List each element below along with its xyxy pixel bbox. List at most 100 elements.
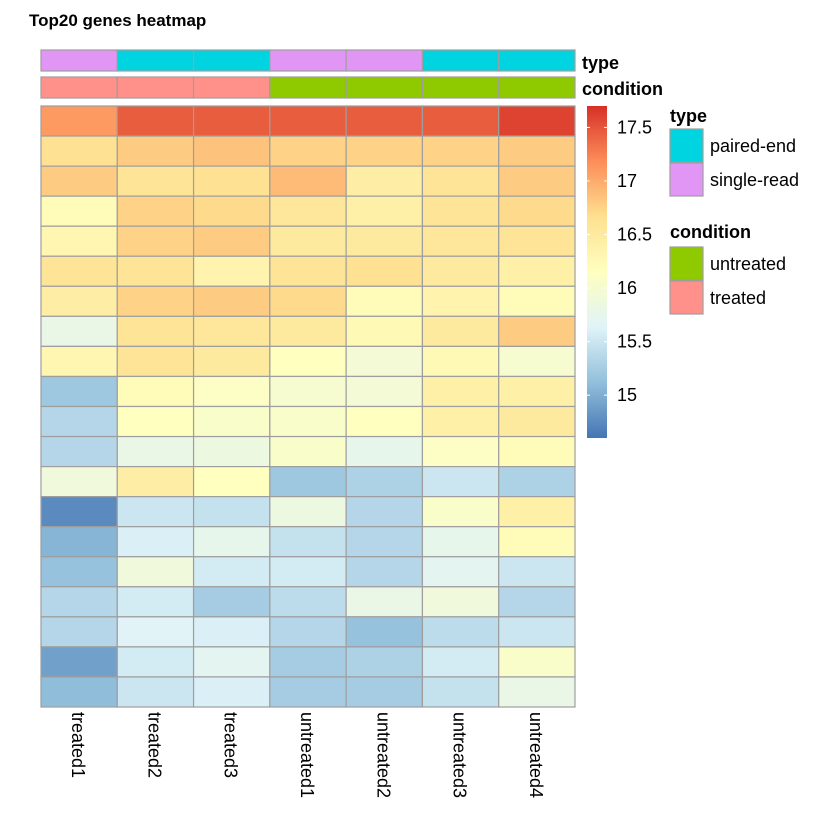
heatmap-cell-r16-c5 — [345, 556, 424, 588]
heatmap-cell-r1-c6 — [421, 105, 500, 137]
heatmap-cell-r9-c1 — [40, 345, 118, 378]
heatmap-cell-r18-c1 — [40, 616, 118, 648]
heatmap-cell-r14-c7 — [498, 496, 576, 528]
heatmap-cell-r17-c2 — [116, 586, 195, 618]
heatmap-cell-r16-c1 — [40, 556, 118, 588]
heatmap-cell-r17-c6 — [421, 586, 500, 618]
heatmap-cell-r11-c6 — [421, 405, 500, 438]
heatmap-cell-r18-c4 — [269, 616, 347, 648]
heatmap-cell-r7-c4 — [269, 285, 347, 317]
heatmap-cell-r1-c7 — [498, 105, 576, 137]
heatmap-cell-r5-c6 — [421, 225, 500, 257]
heatmap-cell-r16-c2 — [116, 556, 195, 588]
heatmap-cell-r6-c1 — [40, 255, 118, 287]
heatmap-cell-r14-c6 — [421, 496, 500, 528]
legend-type: type paired-end single-read — [669, 106, 799, 197]
heatmap-cell-r4-c1 — [40, 195, 118, 227]
heatmap-cell-r3-c6 — [421, 165, 500, 197]
heatmap-cell-r12-c3 — [192, 435, 271, 468]
column-label-treated2: treated2 — [144, 712, 164, 778]
heatmap-cell-r19-c6 — [421, 646, 500, 678]
heatmap-cell-r11-c5 — [345, 405, 424, 438]
heatmap-cell-r15-c1 — [40, 526, 118, 558]
heatmap-cell-r8-c5 — [345, 315, 424, 348]
heatmap-cell-r14-c1 — [40, 496, 118, 528]
heatmap-cell-r16-c7 — [498, 556, 576, 588]
legend-swatch-untreated — [669, 246, 704, 281]
heatmap-cell-r2-c2 — [116, 135, 195, 167]
heatmap-cell-r16-c3 — [192, 556, 271, 588]
heatmap-cell-r18-c3 — [192, 616, 271, 648]
heatmap-cell-r4-c5 — [345, 195, 424, 227]
heatmap-cell-r5-c7 — [498, 225, 576, 257]
heatmap-cell-r7-c1 — [40, 285, 118, 317]
legend-label-treated: treated — [710, 288, 766, 308]
heatmap-cells — [40, 105, 576, 708]
heatmap-cell-r15-c5 — [345, 526, 424, 558]
heatmap-cell-r9-c6 — [421, 345, 500, 378]
heatmap-cell-r6-c7 — [498, 255, 576, 287]
annotation-cell-condition-1 — [40, 76, 118, 99]
heatmap-cell-r13-c7 — [498, 466, 576, 498]
heatmap-cell-r12-c5 — [345, 435, 424, 468]
heatmap-cell-r17-c1 — [40, 586, 118, 618]
heatmap-cell-r10-c4 — [269, 375, 347, 408]
heatmap-cell-r4-c6 — [421, 195, 500, 227]
heatmap-cell-r20-c4 — [269, 676, 347, 708]
heatmap-cell-r3-c2 — [116, 165, 195, 197]
annotation-cell-type-3 — [192, 49, 271, 72]
heatmap-cell-r19-c2 — [116, 646, 195, 678]
heatmap-cell-r19-c5 — [345, 646, 424, 678]
heatmap-cell-r7-c6 — [421, 285, 500, 317]
heatmap-cell-r16-c6 — [421, 556, 500, 588]
color-scale-tick-label: 17.5 — [617, 117, 652, 137]
heatmap-cell-r4-c7 — [498, 195, 576, 227]
annotation-label-type: type — [582, 53, 619, 73]
heatmap-cell-r7-c5 — [345, 285, 424, 317]
heatmap-cell-r4-c2 — [116, 195, 195, 227]
legend-condition-title: condition — [670, 222, 751, 242]
legend-swatch-single-read — [669, 162, 704, 197]
heatmap-cell-r19-c4 — [269, 646, 347, 678]
legend-label-single-read: single-read — [710, 170, 799, 190]
annotation-cell-type-7 — [498, 49, 576, 72]
heatmap-cell-r11-c2 — [116, 405, 195, 438]
heatmap-cell-r11-c4 — [269, 405, 347, 438]
heatmap-cell-r3-c4 — [269, 165, 347, 197]
heatmap-cell-r6-c5 — [345, 255, 424, 287]
column-label-untreated1: untreated1 — [297, 712, 317, 798]
heatmap-cell-r9-c7 — [498, 345, 576, 378]
heatmap-cell-r12-c7 — [498, 435, 576, 468]
annotation-cell-type-5 — [345, 49, 424, 72]
legend-condition: condition untreated treated — [669, 222, 786, 315]
heatmap-cell-r10-c7 — [498, 375, 576, 408]
annotation-cell-type-6 — [421, 49, 500, 72]
heatmap-cell-r19-c3 — [192, 646, 271, 678]
heatmap-cell-r10-c3 — [192, 375, 271, 408]
color-scale-tick-label: 15 — [617, 385, 637, 405]
heatmap-cell-r9-c2 — [116, 345, 195, 378]
heatmap-cell-r2-c7 — [498, 135, 576, 167]
heatmap-cell-r6-c3 — [192, 255, 271, 287]
column-label-untreated2: untreated2 — [373, 712, 393, 798]
column-label-untreated3: untreated3 — [450, 712, 470, 798]
heatmap-cell-r10-c5 — [345, 375, 424, 408]
annotation-cell-condition-4 — [269, 76, 347, 99]
heatmap-cell-r1-c2 — [116, 105, 195, 137]
heatmap-cell-r5-c1 — [40, 225, 118, 257]
color-scale-tick-label: 16 — [617, 278, 637, 298]
heatmap-cell-r17-c7 — [498, 586, 576, 618]
heatmap-cell-r2-c3 — [192, 135, 271, 167]
heatmap-cell-r8-c3 — [192, 315, 271, 348]
heatmap-cell-r13-c6 — [421, 466, 500, 498]
heatmap-cell-r4-c4 — [269, 195, 347, 227]
color-scale-tick-label: 17 — [617, 171, 637, 191]
column-labels: treated1 treated2 treated3 untreated1 untrea… — [68, 712, 546, 798]
heatmap-cell-r20-c1 — [40, 676, 118, 708]
heatmap-cell-r10-c2 — [116, 375, 195, 408]
heatmap-cell-r9-c4 — [269, 345, 347, 378]
heatmap-cell-r12-c1 — [40, 435, 118, 468]
annotation-cell-condition-2 — [116, 76, 195, 99]
heatmap-cell-r12-c2 — [116, 435, 195, 468]
legend-type-title: type — [670, 106, 707, 126]
